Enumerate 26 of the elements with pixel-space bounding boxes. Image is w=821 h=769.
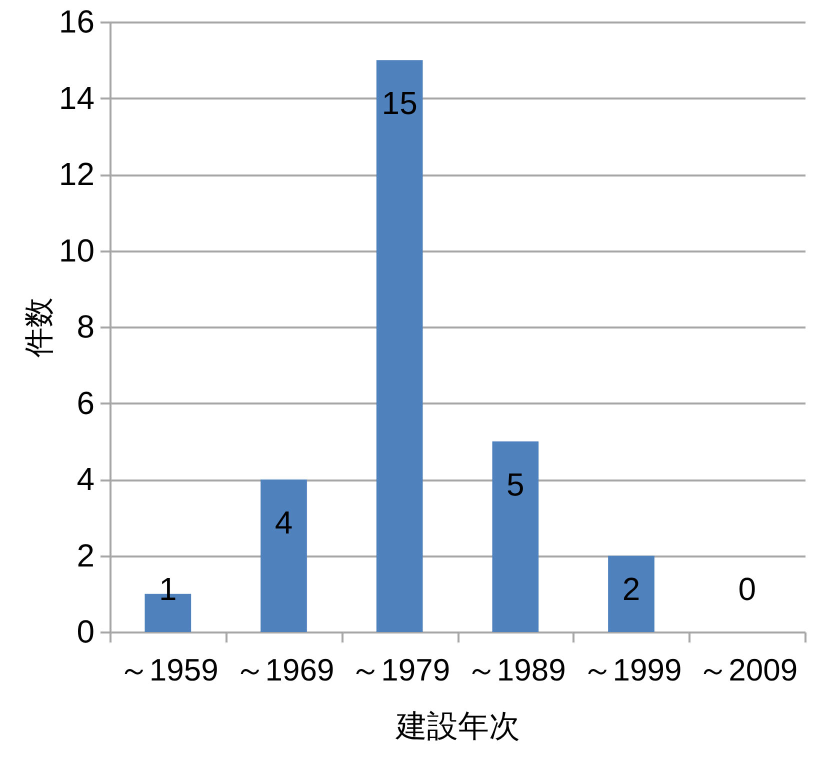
bar	[608, 556, 654, 632]
y-tick-label: 16	[58, 4, 94, 40]
y-axis-title: 件数	[22, 298, 56, 358]
x-axis-title: 建設年次	[395, 708, 520, 744]
data-label: 5	[506, 466, 524, 502]
data-label: 15	[382, 85, 418, 122]
y-tick-label: 2	[76, 537, 94, 574]
y-tick-label: 14	[58, 80, 94, 116]
bar	[492, 441, 539, 632]
y-tick-label: 4	[76, 461, 94, 497]
y-tick-label: 10	[58, 232, 94, 268]
data-label: 4	[274, 504, 293, 540]
y-tick-label: 12	[58, 156, 94, 192]
data-label: 2	[622, 571, 640, 607]
bar	[260, 480, 307, 632]
x-tick-label: ～1979	[350, 652, 450, 688]
y-tick-label: 0	[76, 614, 94, 650]
y-tick-label: 6	[76, 384, 94, 421]
bar	[376, 60, 423, 632]
x-tick-label: ～1999	[582, 652, 682, 688]
y-tick-label: 8	[76, 308, 94, 344]
x-tick-label: ～1959	[118, 652, 218, 688]
data-label: 0	[738, 571, 756, 607]
x-tick-label: ～1989	[466, 652, 566, 688]
x-tick-label: ～1969	[234, 652, 334, 688]
x-tick-label: ～2009	[698, 652, 798, 688]
